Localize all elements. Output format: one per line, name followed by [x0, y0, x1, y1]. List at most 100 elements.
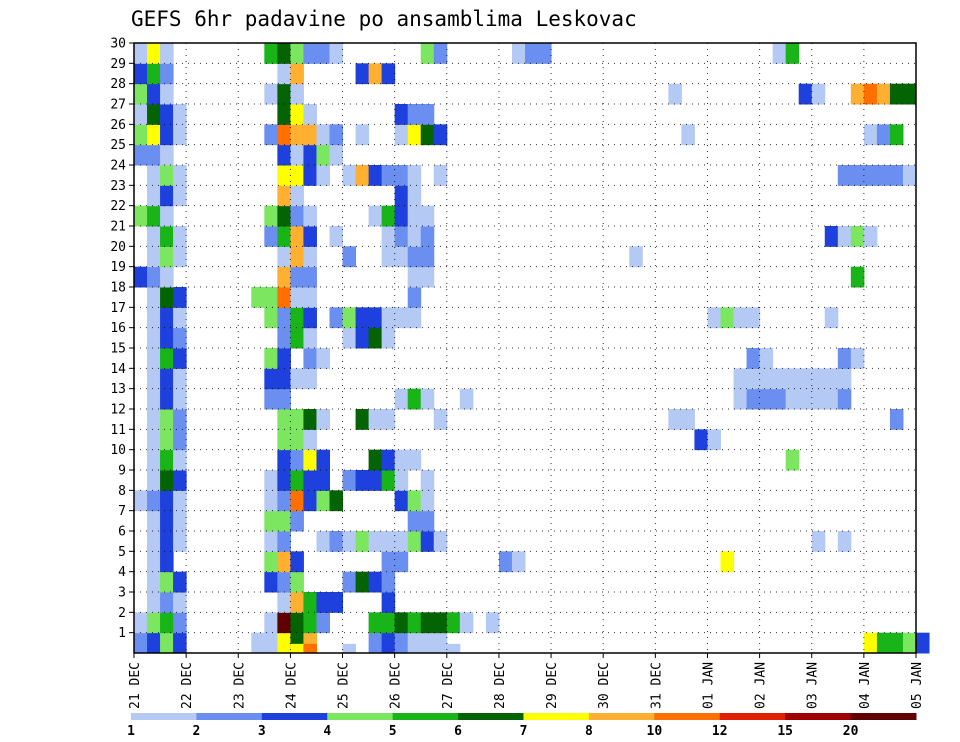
heatmap-cell [277, 226, 291, 247]
colorbar-label: 6 [454, 724, 462, 739]
heatmap-cell [160, 104, 174, 125]
heatmap-cell [173, 409, 187, 430]
heatmap-cell [277, 429, 291, 451]
heatmap-cell [160, 612, 174, 634]
heatmap-cell [303, 266, 317, 288]
x-tick-label: 27 DEC [441, 662, 456, 709]
y-tick-label: 10 [110, 443, 126, 458]
x-tick-label: 25 DEC [337, 662, 352, 709]
heatmap-cell [459, 388, 474, 410]
heatmap-cell [147, 246, 161, 268]
heatmap-cell [173, 185, 187, 207]
heatmap-cell [303, 144, 317, 166]
heatmap-cell [290, 643, 304, 653]
heatmap-cell [290, 429, 304, 451]
heatmap-cell [316, 144, 330, 166]
heatmap-cell [837, 348, 852, 369]
heatmap-cell [303, 348, 317, 369]
heatmap-cell [759, 368, 774, 390]
heatmap-cell [407, 388, 422, 410]
heatmap-cell [381, 571, 396, 593]
heatmap-cell [381, 63, 396, 85]
heatmap-cell [290, 368, 304, 390]
colorbar-swatch [261, 713, 328, 720]
heatmap-cell [368, 165, 383, 186]
heatmap-cell [303, 643, 317, 653]
heatmap-cell [264, 470, 278, 491]
heatmap-cell [811, 83, 826, 105]
heatmap-cell [303, 470, 317, 491]
heatmap-cell [277, 449, 291, 471]
heatmap-cell [290, 63, 304, 85]
heatmap-cell [876, 165, 891, 186]
heatmap-cell [290, 490, 304, 512]
heatmap-cell [420, 246, 435, 268]
colorbar-label: 4 [323, 724, 331, 739]
heatmap-cell [264, 43, 278, 64]
heatmap-cell [303, 307, 317, 329]
heatmap-cell [368, 571, 383, 593]
heatmap-cell [303, 368, 317, 390]
heatmap-cell [290, 205, 304, 227]
heatmap-cell [381, 612, 396, 634]
colorbar-label: 8 [585, 724, 593, 739]
heatmap-cell [160, 226, 174, 247]
heatmap-cell [420, 104, 435, 125]
colorbar-label: 7 [520, 724, 528, 739]
heatmap-cell [173, 531, 187, 552]
heatmap-cell [303, 246, 317, 268]
heatmap-cell [160, 388, 174, 410]
heatmap-cell [368, 470, 383, 491]
y-tick-label: 1 [118, 626, 126, 641]
heatmap-cell [160, 470, 174, 491]
heatmap-cell [173, 124, 187, 146]
heatmap-cell [290, 185, 304, 207]
heatmap-cell [147, 531, 161, 552]
heatmap-cell [147, 165, 161, 186]
heatmap-cell [394, 612, 409, 634]
heatmap-cell [381, 592, 396, 613]
heatmap-cell [303, 612, 317, 634]
heatmap-cell [772, 43, 787, 64]
heatmap-cell [290, 246, 304, 268]
heatmap-cell [863, 165, 878, 186]
heatmap-cell [381, 246, 396, 268]
x-tick-label: 30 DEC [597, 662, 612, 709]
heatmap-cell [303, 226, 317, 247]
heatmap-cell [264, 490, 278, 512]
heatmap-cell [394, 246, 409, 268]
heatmap-cell [433, 43, 448, 64]
heatmap-cell [160, 185, 174, 207]
heatmap-cell [277, 531, 291, 552]
heatmap-cell [147, 185, 161, 207]
heatmap-cell [420, 470, 435, 491]
heatmap-cell [837, 165, 852, 186]
heatmap-cell [173, 307, 187, 329]
heatmap-cell [342, 470, 357, 491]
heatmap-cell [316, 409, 330, 430]
heatmap-cell [394, 124, 409, 146]
heatmap-cell [342, 307, 357, 329]
heatmap-cell [694, 429, 708, 451]
heatmap-cell [303, 43, 317, 64]
heatmap-cell [746, 368, 761, 390]
heatmap-cell [277, 368, 291, 390]
y-tick-label: 24 [110, 159, 126, 174]
y-tick-label: 2 [118, 606, 126, 621]
heatmap-cell [629, 246, 643, 268]
heatmap-cell [355, 409, 370, 430]
heatmap-cell [355, 165, 370, 186]
heatmap-cell [850, 226, 865, 247]
y-tick-label: 26 [110, 118, 126, 133]
y-tick-label: 19 [110, 260, 126, 275]
heatmap-cell [134, 612, 148, 634]
heatmap-cell [303, 327, 317, 349]
heatmap-cell [147, 327, 161, 349]
heatmap-cell [277, 205, 291, 227]
heatmap-cell [420, 124, 435, 146]
heatmap-cell [147, 287, 161, 308]
heatmap-cell [420, 612, 435, 634]
heatmap-cell [290, 307, 304, 329]
heatmap-cell [407, 490, 422, 512]
heatmap-cell [173, 348, 187, 369]
